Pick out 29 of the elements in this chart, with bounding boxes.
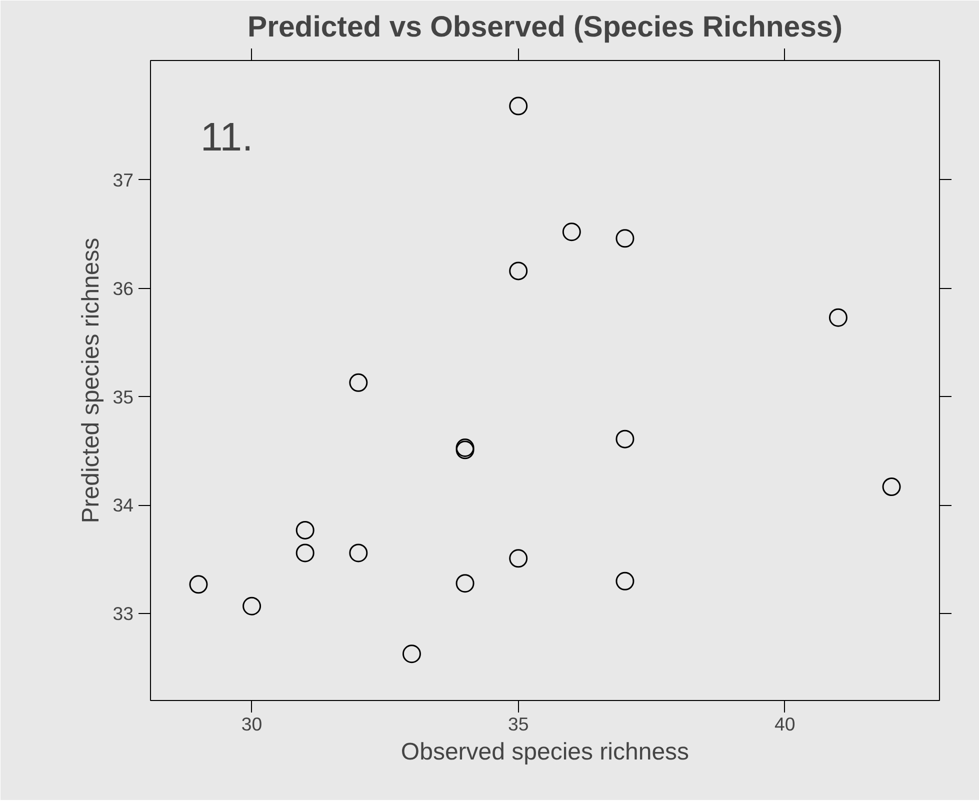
annotation: 11. xyxy=(200,116,254,160)
point xyxy=(402,644,421,664)
point xyxy=(616,430,634,448)
chart-title: Predicted vs Observed (Species Richness) xyxy=(248,10,842,44)
y-axis-title: Predicted species richness xyxy=(78,238,105,524)
x-tick-label: 40 xyxy=(774,714,796,734)
point xyxy=(509,549,528,568)
y-tick-label: 37 xyxy=(112,169,134,190)
y-tick-label: 35 xyxy=(112,386,134,408)
point xyxy=(509,262,528,280)
point xyxy=(616,229,634,248)
y-tick-label: 33 xyxy=(112,603,134,624)
x-axis-title: Observed species richness xyxy=(400,738,690,766)
point xyxy=(296,544,314,562)
point xyxy=(882,478,901,496)
point xyxy=(562,222,581,242)
point xyxy=(456,574,474,593)
point xyxy=(509,96,528,116)
y-tick-label: 36 xyxy=(112,278,134,299)
point xyxy=(242,596,262,616)
point xyxy=(349,373,368,392)
point xyxy=(616,572,634,590)
y-tick-label: 34 xyxy=(112,494,134,516)
point xyxy=(189,575,208,594)
point xyxy=(349,544,368,562)
x-tick-label: 30 xyxy=(241,714,262,734)
x-tick-label: 35 xyxy=(508,714,529,734)
point xyxy=(828,308,848,327)
point xyxy=(296,520,314,540)
